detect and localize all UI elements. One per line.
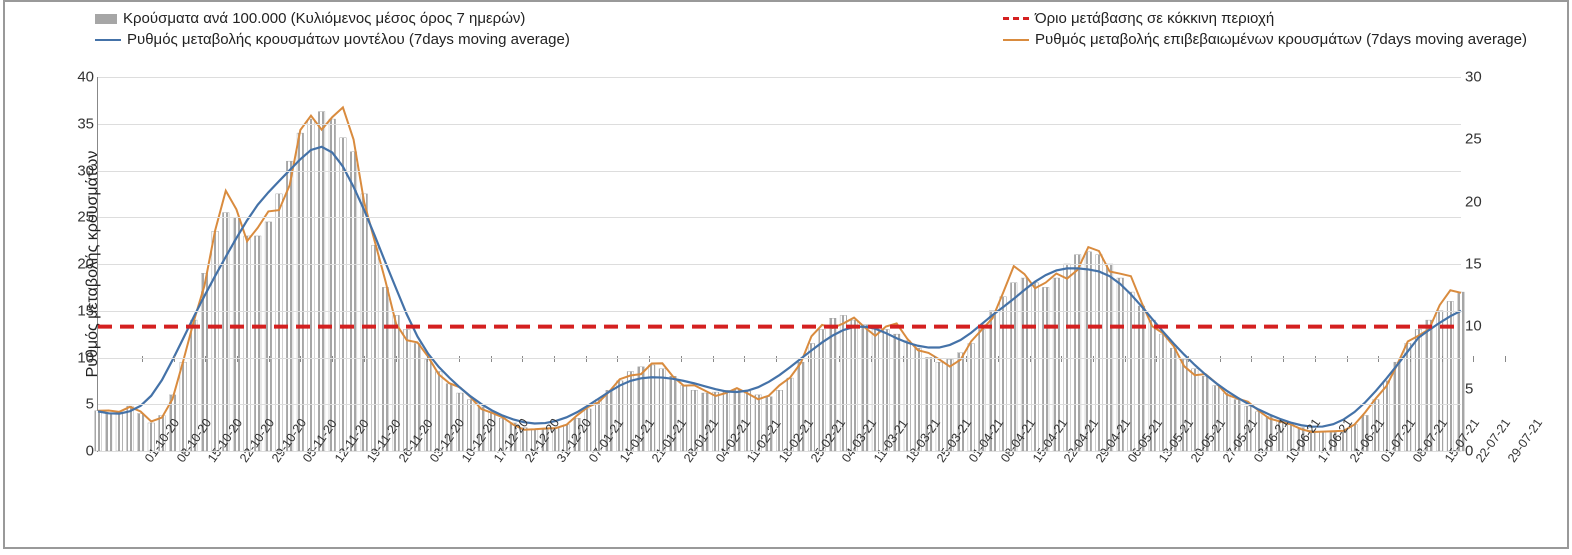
y-axis-right-tick-30: 30 bbox=[1465, 69, 1503, 86]
y-axis-left-tick-15: 15 bbox=[60, 302, 94, 319]
chart-plot-area: Ρυθμός μεταβολής κρουσμάτων 01-10-20 08-1… bbox=[53, 77, 1507, 452]
bar-cases-per-100k bbox=[329, 119, 336, 451]
bar-cases-per-100k bbox=[1042, 287, 1049, 451]
y-axis-left-tick-30: 30 bbox=[60, 162, 94, 179]
bar-cases-per-100k bbox=[244, 236, 251, 451]
y-axis-left-tick-5: 5 bbox=[60, 396, 94, 413]
y-axis-right-tick-0: 0 bbox=[1465, 443, 1503, 460]
confirmed-line-swatch-icon bbox=[1003, 39, 1029, 41]
bar-cases-per-100k bbox=[1415, 329, 1422, 451]
chart-frame: Κρούσματα ανά 100.000 (Κυλιόμενος μέσος … bbox=[3, 0, 1569, 549]
gridline-y bbox=[98, 217, 1461, 218]
y-axis-right-tick-20: 20 bbox=[1465, 193, 1503, 210]
y-axis-left-tick-25: 25 bbox=[60, 209, 94, 226]
y-axis-left-tick-20: 20 bbox=[60, 256, 94, 273]
bar-cases-per-100k bbox=[95, 411, 102, 451]
legend-label-confirmed: Ρυθμός μεταβολής επιβεβαιωμένων κρουσμάτ… bbox=[1035, 31, 1527, 48]
bar-cases-per-100k bbox=[1074, 255, 1081, 451]
bar-cases-per-100k bbox=[276, 194, 283, 451]
y-axis-right-tick-5: 5 bbox=[1465, 380, 1503, 397]
legend-right-col: Όριο μετάβασης σε κόκκινη περιοχή Ρυθμός… bbox=[1003, 10, 1527, 48]
bar-cases-per-100k bbox=[372, 245, 379, 451]
bar-cases-per-100k bbox=[1160, 334, 1167, 451]
gridline-y bbox=[98, 311, 1461, 312]
gridline-y bbox=[98, 358, 1461, 359]
legend-label-bars: Κρούσματα ανά 100.000 (Κυλιόμενος μέσος … bbox=[123, 10, 525, 27]
bar-cases-per-100k bbox=[1447, 301, 1454, 451]
chart-plot-inner: Ρυθμός μεταβολής κρουσμάτων 01-10-20 08-1… bbox=[97, 77, 1461, 452]
gridline-y bbox=[98, 77, 1461, 78]
gridline-y bbox=[98, 264, 1461, 265]
bar-cases-per-100k bbox=[350, 152, 357, 451]
bar-cases-per-100k bbox=[308, 119, 315, 451]
bar-cases-per-100k bbox=[286, 161, 293, 451]
bars-group bbox=[95, 112, 1465, 451]
y-axis-left-tick-10: 10 bbox=[60, 349, 94, 366]
bar-cases-per-100k bbox=[137, 414, 144, 451]
y-axis-right-tick-10: 10 bbox=[1465, 318, 1503, 335]
bar-cases-per-100k bbox=[116, 413, 123, 451]
bar-cases-per-100k bbox=[616, 381, 623, 451]
legend-item-confirmed: Ρυθμός μεταβολής επιβεβαιωμένων κρουσμάτ… bbox=[1003, 31, 1527, 48]
bar-cases-per-100k bbox=[318, 112, 325, 451]
legend-left-col: Κρούσματα ανά 100.000 (Κυλιόμενος μέσος … bbox=[95, 10, 570, 48]
legend-item-model: Ρυθμός μεταβολής κρουσμάτων μοντέλου (7d… bbox=[95, 31, 570, 48]
x-axis-labels: 01-10-20 08-10-20 15-10-20 22-10-20 29-10-20… bbox=[142, 451, 1415, 546]
gridline-y bbox=[98, 404, 1461, 405]
bar-cases-per-100k bbox=[1010, 283, 1017, 451]
chart-legend: Κρούσματα ανά 100.000 (Κυλιόμενος μέσος … bbox=[5, 10, 1567, 48]
y-axis-right-tick-15: 15 bbox=[1465, 256, 1503, 273]
legend-label-threshold: Όριο μετάβασης σε κόκκινη περιοχή bbox=[1035, 10, 1274, 27]
threshold-line-swatch-icon bbox=[1003, 17, 1029, 20]
bar-cases-per-100k bbox=[968, 343, 975, 451]
model-line-swatch-icon bbox=[95, 39, 121, 41]
bar-cases-per-100k bbox=[404, 329, 411, 451]
gridline-y bbox=[98, 451, 1461, 452]
bar-cases-per-100k bbox=[1192, 369, 1199, 451]
y-axis-left-tick-40: 40 bbox=[60, 69, 94, 86]
legend-item-threshold: Όριο μετάβασης σε κόκκινη περιοχή bbox=[1003, 10, 1527, 27]
bars-swatch-icon bbox=[95, 14, 117, 24]
legend-item-bars: Κρούσματα ανά 100.000 (Κυλιόμενος μέσος … bbox=[95, 10, 570, 27]
bar-cases-per-100k bbox=[180, 362, 187, 451]
bar-cases-per-100k bbox=[105, 414, 112, 451]
x-axis-tick-mark bbox=[1505, 356, 1506, 362]
bar-cases-per-100k bbox=[223, 213, 230, 451]
y-axis-left-tick-0: 0 bbox=[60, 443, 94, 460]
gridline-y bbox=[98, 171, 1461, 172]
gridline-y bbox=[98, 124, 1461, 125]
bar-cases-per-100k bbox=[808, 343, 815, 451]
bar-cases-per-100k bbox=[936, 362, 943, 451]
y-axis-right-tick-25: 25 bbox=[1465, 131, 1503, 148]
legend-label-model: Ρυθμός μεταβολής κρουσμάτων μοντέλου (7d… bbox=[127, 31, 570, 48]
bar-cases-per-100k bbox=[254, 236, 261, 451]
x-axis-tick-mark bbox=[1473, 356, 1474, 362]
y-axis-left-tick-35: 35 bbox=[60, 115, 94, 132]
bar-cases-per-100k bbox=[361, 194, 368, 451]
